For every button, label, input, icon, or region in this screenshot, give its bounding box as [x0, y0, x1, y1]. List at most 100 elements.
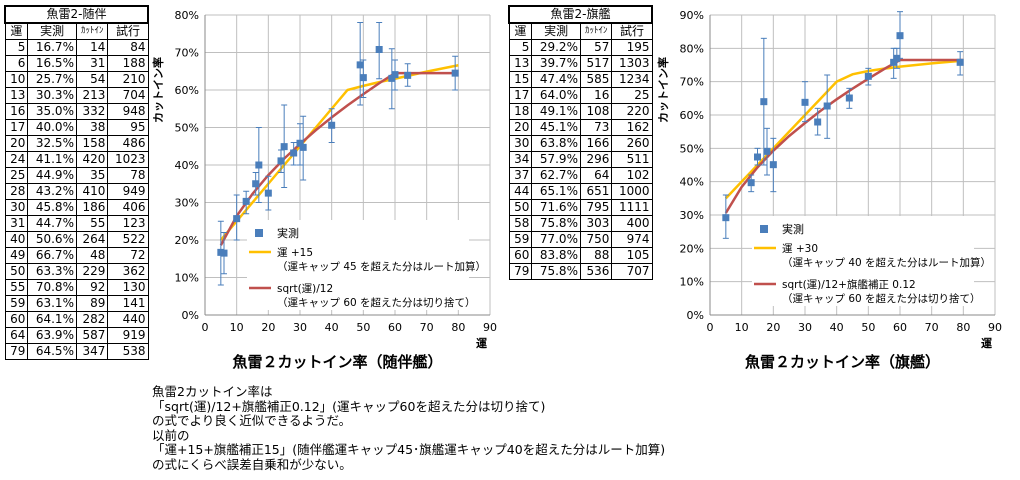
table-cell: 517 — [579, 55, 613, 72]
data-point — [893, 54, 901, 62]
data-point — [769, 161, 777, 169]
x-tick-label: 0 — [202, 321, 209, 334]
table-cell: 1234 — [611, 71, 653, 88]
table-row: 59 63.1% 89 141 — [4, 295, 149, 312]
table-cell: 347 — [75, 343, 109, 360]
table-row: 5 29.2% 57 195 — [508, 39, 653, 56]
table-cell: 296 — [579, 151, 613, 168]
table-cell: 73 — [579, 119, 613, 136]
table-cell: 220 — [611, 103, 653, 120]
table-cell: 24 — [4, 151, 29, 168]
legend-label: sqrt(運)/12 — [277, 283, 333, 295]
data-point — [845, 94, 853, 102]
table-cell: 1000 — [611, 183, 653, 200]
table-row: 37 62.7% 64 102 — [508, 167, 653, 184]
table-cell: 57 — [579, 39, 613, 56]
table-cell: 14 — [75, 39, 109, 56]
table-cell: 55 — [4, 279, 29, 296]
table-cell: 65.1% — [531, 183, 581, 200]
data-point — [233, 215, 241, 223]
left-data-table: 魚雷2-随伴 運 実測 ｶｯﾄｲﾝ 試行 5 16.7% 14 84 6 16.5% 31 1… — [4, 5, 149, 360]
table-cell: 78 — [107, 167, 149, 184]
x-tick-label: 30 — [293, 321, 307, 334]
data-point — [814, 118, 822, 126]
y-tick-label: 60% — [680, 109, 704, 122]
series-line — [219, 64, 459, 241]
flagship-cutin-chart: 0% 10% 20% 30% 40% 50% 60% 70% 80% 90% 0 10 20 30 40 50… — [656, 9, 1002, 371]
table-row: 25 44.9% 35 78 — [4, 167, 149, 184]
table-row: 55 70.8% 92 130 — [4, 279, 149, 296]
table-cell: 44.9% — [27, 167, 77, 184]
series-line — [724, 59, 964, 200]
table-cell: 41.1% — [27, 151, 77, 168]
table-cell: 31 — [4, 215, 29, 232]
data-point — [451, 69, 459, 77]
table-cell: 420 — [75, 151, 109, 168]
data-point — [404, 71, 412, 79]
table-cell: 195 — [611, 39, 653, 56]
table-row: 59 77.0% 750 974 — [508, 231, 653, 248]
table-cell: 1111 — [611, 199, 653, 216]
table-cell: 5 — [508, 39, 533, 56]
table-cell: 60 — [4, 311, 29, 328]
data-point — [220, 249, 228, 257]
table-cell: 948 — [107, 103, 149, 120]
data-point — [277, 157, 285, 165]
right-table-title: 魚雷2-旗艦 — [508, 5, 653, 24]
table-cell: 59 — [4, 295, 29, 312]
x-tick-label: 60 — [893, 321, 907, 334]
table-cell: 44 — [508, 183, 533, 200]
legend-label: sqrt(運)/12+旗艦補正 0.12 — [782, 278, 916, 291]
data-point — [375, 46, 383, 53]
note-line: の式にくらべ誤差自乗和が少ない。 — [152, 456, 352, 472]
data-point — [391, 71, 399, 79]
x-tick-label: 10 — [230, 321, 244, 334]
table-row: 79 64.5% 347 538 — [4, 343, 149, 360]
x-tick-label: 40 — [325, 321, 339, 334]
y-axis-label: カットイン率 — [656, 57, 670, 123]
table-row: 34 57.9% 296 511 — [508, 151, 653, 168]
y-tick-label: 30% — [175, 197, 199, 210]
y-tick-label: 30% — [680, 209, 704, 222]
x-tick-label: 0 — [707, 321, 714, 334]
y-tick-label: 40% — [175, 159, 199, 172]
table-cell: 188 — [107, 55, 149, 72]
x-tick-label: 90 — [483, 321, 497, 334]
x-tick-label: 30 — [798, 321, 812, 334]
table-row: 18 49.1% 108 220 — [508, 103, 653, 120]
table-row: 6 16.5% 31 188 — [4, 55, 149, 72]
table-cell: 71.6% — [531, 199, 581, 216]
table-cell: 158 — [75, 135, 109, 152]
table-row: 15 47.4% 585 1234 — [508, 71, 653, 88]
table-cell: 210 — [107, 71, 149, 88]
table-cell: 919 — [107, 327, 149, 344]
table-row: 30 45.8% 186 406 — [4, 199, 149, 216]
x-tick-label: 20 — [261, 321, 275, 334]
table-cell: 45.8% — [27, 199, 77, 216]
table-cell: 16 — [4, 103, 29, 120]
table-cell: 28 — [4, 183, 29, 200]
table-cell: 49 — [4, 247, 29, 264]
legend-marker — [760, 225, 768, 233]
table-cell: 79 — [508, 263, 533, 280]
table-cell: 229 — [75, 263, 109, 280]
y-tick-label: 0% — [182, 309, 199, 322]
table-row: 17 40.0% 38 95 — [4, 119, 149, 136]
legend-label: 運 +30 — [782, 243, 818, 255]
table-cell: 60 — [508, 247, 533, 264]
x-tick-label: 10 — [735, 321, 749, 334]
table-cell: 264 — [75, 231, 109, 248]
table-cell: 406 — [107, 199, 149, 216]
y-tick-label: 20% — [680, 242, 704, 255]
table-cell: 95 — [107, 119, 149, 136]
table-cell: 536 — [579, 263, 613, 280]
table-cell: 13 — [508, 55, 533, 72]
table-row: 50 71.6% 795 1111 — [508, 199, 653, 216]
table-cell: 64.5% — [27, 343, 77, 360]
data-point — [763, 147, 771, 155]
table-cell: 10 — [4, 71, 29, 88]
left-table-header-row: 運 実測 ｶｯﾄｲﾝ 試行 — [4, 22, 149, 40]
table-cell: 141 — [107, 295, 149, 312]
data-point — [255, 161, 263, 169]
table-row: 10 25.7% 54 210 — [4, 71, 149, 88]
